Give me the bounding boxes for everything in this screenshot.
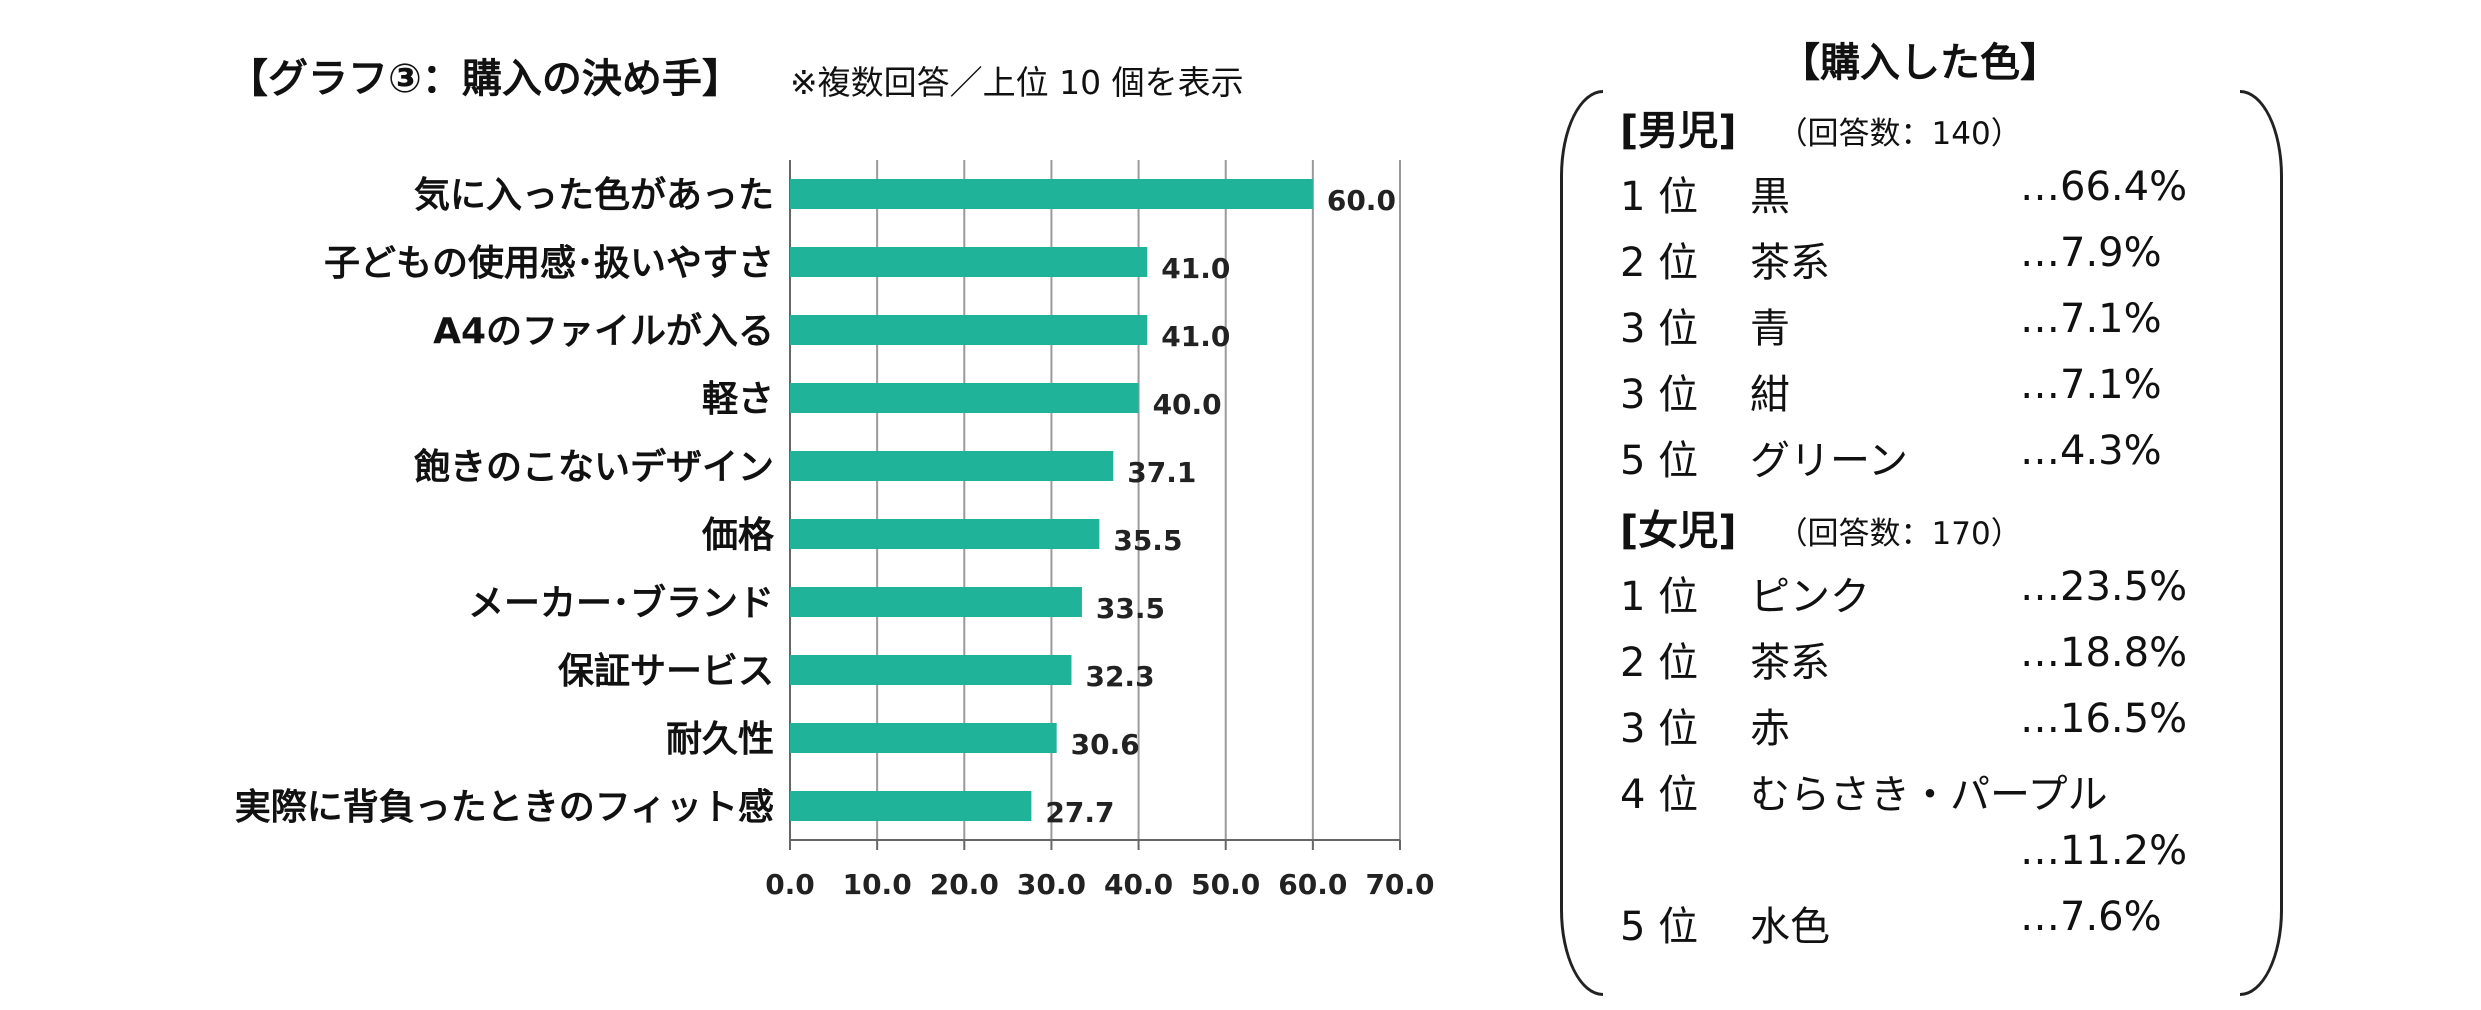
- rank-row: 1 位 ピンク …23.5%: [1620, 564, 2260, 628]
- value-label: 41.0: [1161, 252, 1230, 285]
- value-label: 60.0: [1327, 184, 1396, 217]
- rank-row: 4 位 むらさき・パープル …11.2%: [1620, 762, 2260, 892]
- rank: 2 位: [1620, 640, 1699, 686]
- tick-label: 40.0: [1104, 868, 1173, 901]
- rank-row: 2 位 茶系 …18.8%: [1620, 630, 2260, 694]
- rank: 1 位: [1620, 174, 1699, 220]
- category-label: 飽きのこないデザイン: [414, 446, 774, 488]
- section-count: （回答数：140）: [1776, 116, 2022, 152]
- percentage: …7.9%: [2020, 230, 2162, 276]
- color-name: ピンク: [1750, 574, 1870, 620]
- tick-label: 30.0: [1017, 868, 1086, 901]
- color-name: グリーン: [1750, 438, 1908, 484]
- color-name: 茶系: [1750, 240, 1830, 286]
- bar: [790, 791, 1032, 821]
- left-paren: [1560, 90, 1603, 996]
- value-label: 41.0: [1161, 320, 1230, 353]
- color-name: むらさき・パープル: [1750, 772, 2108, 818]
- category-label: メーカー･ブランド: [468, 582, 774, 624]
- section-name: [女児]: [1620, 508, 1737, 554]
- color-name: 赤: [1750, 706, 1790, 752]
- bar: [790, 519, 1100, 549]
- bar: [790, 723, 1057, 753]
- value-label: 27.7: [1045, 796, 1114, 829]
- chart-title: 【グラフ③：購入の決め手】: [228, 56, 742, 102]
- percentage: …18.8%: [2020, 630, 2188, 676]
- panel-title: 【購入した色】: [1780, 40, 2060, 86]
- bar: [790, 383, 1139, 413]
- value-labels: 60.0 41.0 41.0 40.0 37.1 35.5 33.5 32.3 30.6 27.7: [1045, 184, 1396, 829]
- rank-row: 2 位 茶系 …7.9%: [1620, 230, 2260, 294]
- bars: [790, 179, 1313, 821]
- rank: 5 位: [1620, 438, 1699, 484]
- tick-label: 50.0: [1191, 868, 1260, 901]
- rank: 5 位: [1620, 904, 1699, 950]
- percentage: …11.2%: [2020, 828, 2188, 874]
- color-name: 茶系: [1750, 640, 1830, 686]
- percentage: …7.1%: [2020, 362, 2162, 408]
- rank: 4 位: [1620, 772, 1699, 818]
- tick-label: 10.0: [843, 868, 912, 901]
- section-header-girls: [女児] （回答数：170）: [1620, 498, 2022, 556]
- tick-label: 20.0: [930, 868, 999, 901]
- color-name: 青: [1750, 306, 1790, 352]
- percentage: …4.3%: [2020, 428, 2162, 474]
- category-label: 子どもの使用感･扱いやすさ: [324, 243, 774, 284]
- color-name: 黒: [1750, 174, 1790, 220]
- section-name: [男児]: [1620, 108, 1737, 154]
- bar: [790, 179, 1313, 209]
- value-label: 35.5: [1113, 524, 1182, 557]
- value-label: 37.1: [1127, 456, 1196, 489]
- bar: [790, 451, 1114, 481]
- color-name: 水色: [1750, 904, 1830, 950]
- category-label: 軽さ: [702, 379, 774, 420]
- bar: [790, 587, 1082, 617]
- rank-row: 3 位 紺 …7.1%: [1620, 362, 2260, 426]
- section-header-boys: [男児] （回答数：140）: [1620, 98, 2022, 156]
- percentage: …23.5%: [2020, 564, 2188, 610]
- category-label: 実際に背負ったときのフィット感: [235, 787, 774, 828]
- percentage: …66.4%: [2020, 164, 2188, 210]
- value-label: 30.6: [1071, 728, 1140, 761]
- rank-row: 5 位 グリーン …4.3%: [1620, 428, 2260, 492]
- section-count: （回答数：170）: [1776, 516, 2022, 552]
- tick-label: 0.0: [765, 868, 815, 901]
- category-label: 耐久性: [666, 719, 774, 760]
- x-axis-ticks: 0.0 10.0 20.0 30.0 40.0 50.0 60.0 70.0: [765, 840, 1435, 901]
- rank-row: 3 位 赤 …16.5%: [1620, 696, 2260, 760]
- rank: 1 位: [1620, 574, 1699, 620]
- tick-label: 60.0: [1278, 868, 1347, 901]
- rank: 3 位: [1620, 306, 1699, 352]
- category-label: A4のファイルが入る: [433, 311, 774, 352]
- rank-row: 5 位 水色 …7.6%: [1620, 894, 2260, 958]
- bar: [790, 315, 1148, 345]
- bar: [790, 655, 1072, 685]
- rank: 2 位: [1620, 240, 1699, 286]
- rank: 3 位: [1620, 372, 1699, 418]
- value-label: 40.0: [1153, 388, 1222, 421]
- percentage: …7.1%: [2020, 296, 2162, 342]
- rank-row: 1 位 黒 …66.4%: [1620, 164, 2260, 228]
- tick-label: 70.0: [1365, 868, 1434, 901]
- chart-subtitle: ※複数回答／上位 10 個を表示: [790, 63, 1244, 102]
- bar: [790, 247, 1148, 277]
- category-label: 気に入った色があった: [414, 175, 774, 216]
- percentage: …16.5%: [2020, 696, 2188, 742]
- percentage: …7.6%: [2020, 894, 2162, 940]
- category-label: 保証サービス: [558, 651, 774, 692]
- category-label: 価格: [701, 515, 775, 556]
- value-label: 33.5: [1096, 592, 1165, 625]
- value-label: 32.3: [1085, 660, 1154, 693]
- color-name: 紺: [1750, 372, 1790, 418]
- rank-row: 3 位 青 …7.1%: [1620, 296, 2260, 360]
- color-ranking-panel: 【購入した色】 [男児] （回答数：140） 1 位黒 …66.4% 2 位茶系 …7…: [1560, 30, 2283, 996]
- rank: 3 位: [1620, 706, 1699, 752]
